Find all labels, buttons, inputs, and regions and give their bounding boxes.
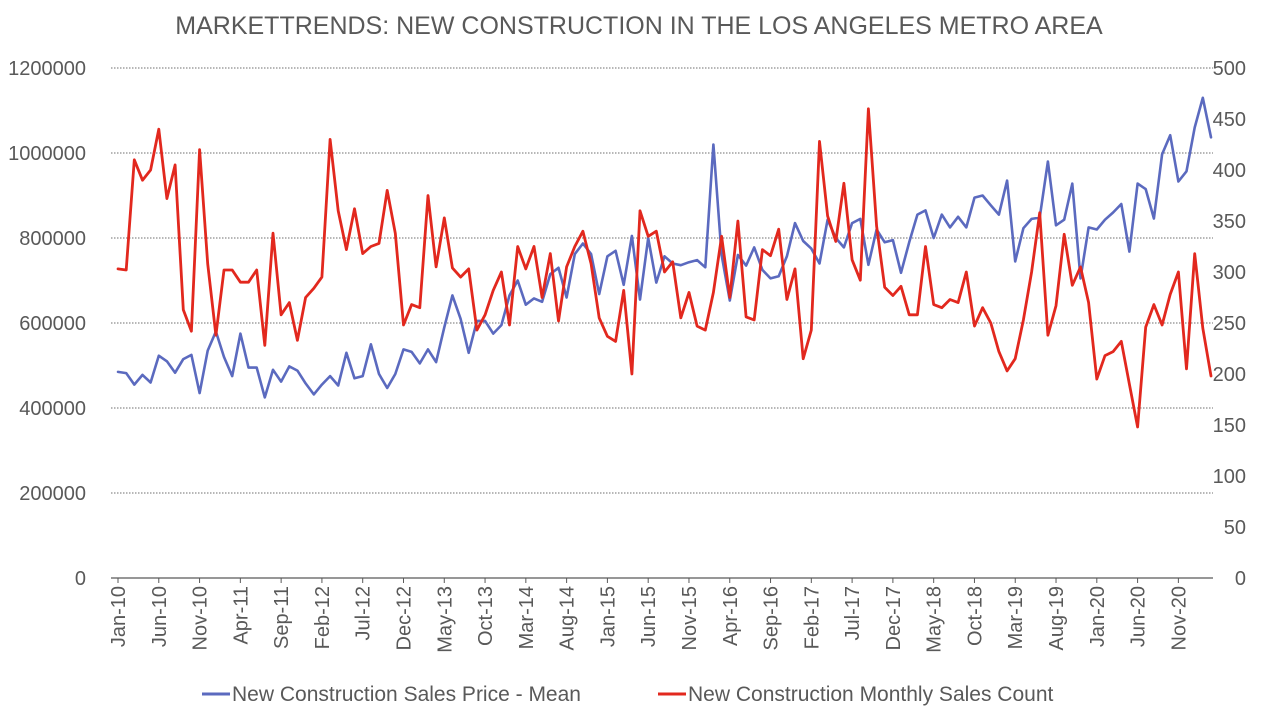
x-tick-label: Dec-12 <box>393 586 415 650</box>
x-tick-label: Mar-14 <box>516 586 538 649</box>
x-tick-label: Nov-15 <box>679 586 701 650</box>
y-right-tick-label: 100 <box>1213 466 1246 488</box>
y-right-tick-label: 0 <box>1235 568 1246 590</box>
x-tick-label: Jun-20 <box>1128 586 1150 647</box>
x-axis: Jan-10 Jun-10 Nov-10 Apr-11 Sep-11 Feb-12 Jul-… <box>108 577 1213 653</box>
y-left-tick-label: 0 <box>75 568 86 590</box>
x-tick-label: Jan-20 <box>1087 586 1109 647</box>
legend-label-count: New Construction Monthly Sales Count <box>688 683 1054 706</box>
y-right-tick-label: 200 <box>1213 364 1246 386</box>
x-tick-label: Feb-12 <box>312 586 334 649</box>
series-lines <box>116 96 1213 429</box>
legend[interactable]: New Construction Sales Price - Mean New … <box>202 683 1054 706</box>
series-line-count <box>116 107 1213 429</box>
x-tick-label: May-13 <box>434 586 456 653</box>
y-left-tick-label: 600000 <box>19 313 86 335</box>
x-tick-label: Aug-14 <box>557 586 579 651</box>
x-tick-label: Aug-19 <box>1046 586 1068 651</box>
x-tick-label: Apr-11 <box>230 586 252 645</box>
series-line-price <box>116 96 1213 399</box>
y-left-tick-label: 1200000 <box>8 58 86 80</box>
legend-item-count[interactable]: New Construction Monthly Sales Count <box>658 683 1054 706</box>
y-right-tick-label: 50 <box>1224 517 1246 539</box>
x-tick-label: Oct-18 <box>964 586 986 646</box>
gridlines <box>111 67 1213 494</box>
x-tick-label: Jan-15 <box>597 586 619 647</box>
y-right-tick-label: 500 <box>1213 58 1246 80</box>
y-right-tick-label: 350 <box>1213 211 1246 233</box>
x-tick-label: Jul-12 <box>353 586 375 640</box>
x-tick-label: Jun-10 <box>149 586 171 647</box>
y-left-tick-label: 1000000 <box>8 143 86 165</box>
x-tick-label: Mar-19 <box>1005 586 1027 649</box>
x-tick-label: Nov-20 <box>1168 586 1190 650</box>
x-tick-label: May-18 <box>924 586 946 653</box>
x-tick-label: Nov-10 <box>190 586 212 650</box>
x-tick-label: Oct-13 <box>475 586 497 646</box>
chart-title: MARKETTRENDS: NEW CONSTRUCTION IN THE LO… <box>175 12 1103 40</box>
left-axis: 0 200000 400000 600000 800000 1000000 1200000 <box>8 58 86 590</box>
x-tick-label: Apr-16 <box>720 586 742 646</box>
x-tick-label: Sep-11 <box>271 586 293 649</box>
x-tick-label: Jul-17 <box>842 586 864 640</box>
x-tick-label: Jan-10 <box>108 586 130 647</box>
y-right-tick-label: 150 <box>1213 415 1246 437</box>
y-right-tick-label: 250 <box>1213 313 1246 335</box>
legend-item-price[interactable]: New Construction Sales Price - Mean <box>202 683 581 706</box>
y-left-tick-label: 800000 <box>19 228 86 250</box>
x-tick-label: Feb-17 <box>801 586 823 649</box>
legend-label-price: New Construction Sales Price - Mean <box>232 683 581 706</box>
y-right-tick-label: 400 <box>1213 160 1246 182</box>
y-left-tick-label: 400000 <box>19 398 86 420</box>
x-tick-label: Jun-15 <box>638 586 660 647</box>
right-axis: 0 50 100 150 200 250 300 350 400 450 500 <box>1213 58 1246 590</box>
y-right-tick-label: 450 <box>1213 109 1246 131</box>
x-tick-label: Sep-16 <box>761 586 783 651</box>
y-left-tick-label: 200000 <box>19 483 86 505</box>
y-right-tick-label: 300 <box>1213 262 1246 284</box>
x-tick-label: Dec-17 <box>883 586 905 650</box>
